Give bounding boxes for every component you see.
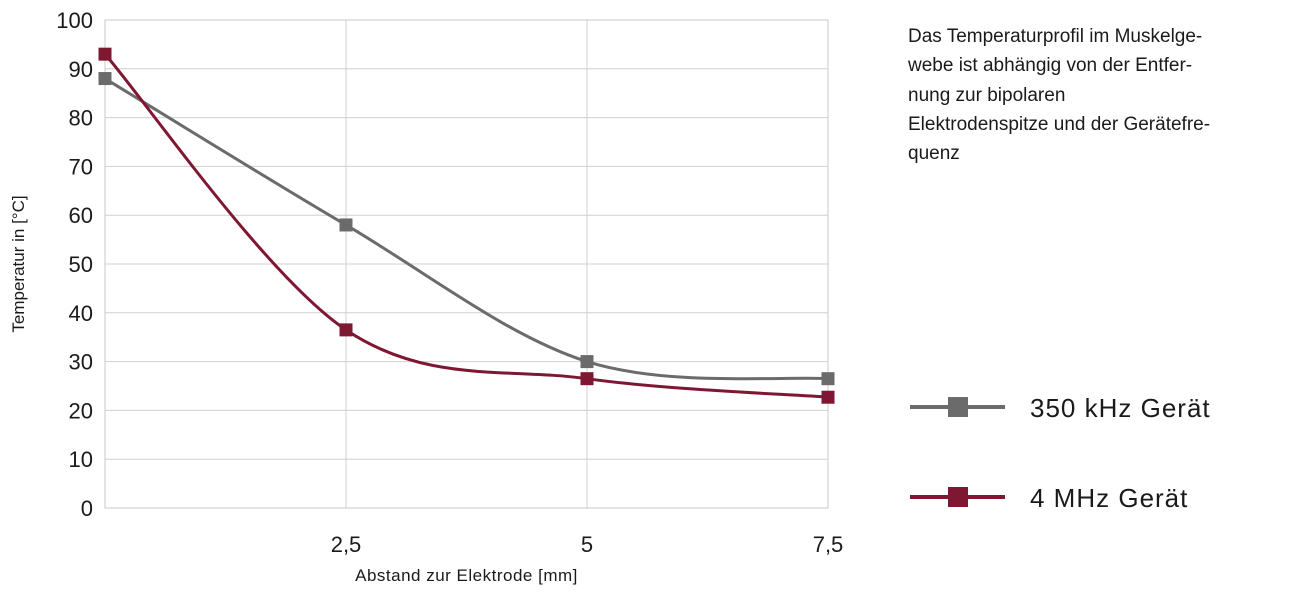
legend-marker: [948, 397, 968, 417]
y-tick-label: 90: [69, 57, 93, 82]
y-tick-label: 60: [69, 203, 93, 228]
y-tick-label: 0: [81, 496, 93, 521]
data-point-marker: [98, 72, 112, 86]
y-tick-label: 80: [69, 106, 93, 131]
plot-area-border: [104, 19, 829, 509]
y-tick-label: 50: [69, 252, 93, 277]
y-tick-label: 40: [69, 301, 93, 326]
data-point-marker: [339, 218, 353, 232]
y-axis-label: Temperatur in [°C]: [9, 195, 28, 332]
x-axis-label: Abstand zur Elektrode [mm]: [355, 566, 578, 585]
legend-marker: [948, 487, 968, 507]
annotation-line: nung zur bipolaren: [908, 84, 1066, 106]
y-tick-label: 20: [69, 398, 93, 423]
annotation-line: Das Temperaturprofil im Muskelge-: [908, 26, 1203, 47]
series-line: [103, 53, 829, 399]
x-tick-label: 2,5: [331, 532, 362, 557]
annotation-text: Das Temperaturprofil im Muskelge- webe i…: [908, 22, 1288, 168]
y-tick-label: 100: [56, 8, 93, 33]
data-point-marker: [821, 390, 835, 404]
annotation-line: webe ist abhängig von der Entfer-: [908, 55, 1193, 77]
data-point-marker: [821, 372, 835, 386]
annotation-line: quenz: [908, 143, 960, 165]
annotation-line: Elektrodenspitze und der Gerätefre-: [908, 113, 1211, 135]
data-point-marker: [339, 323, 353, 337]
data-point-marker: [580, 372, 594, 386]
legend-label: 350 kHz Gerät: [1030, 393, 1211, 423]
y-tick-label: 30: [69, 350, 93, 375]
data-point-marker: [580, 355, 594, 369]
y-tick-label: 10: [69, 447, 93, 472]
data-point-marker: [98, 47, 112, 61]
y-tick-label: 70: [69, 154, 93, 179]
series-line: [104, 77, 829, 381]
x-tick-label: 7,5: [813, 532, 844, 557]
x-tick-label: 5: [581, 532, 593, 557]
legend-label: 4 MHz Gerät: [1030, 483, 1188, 513]
